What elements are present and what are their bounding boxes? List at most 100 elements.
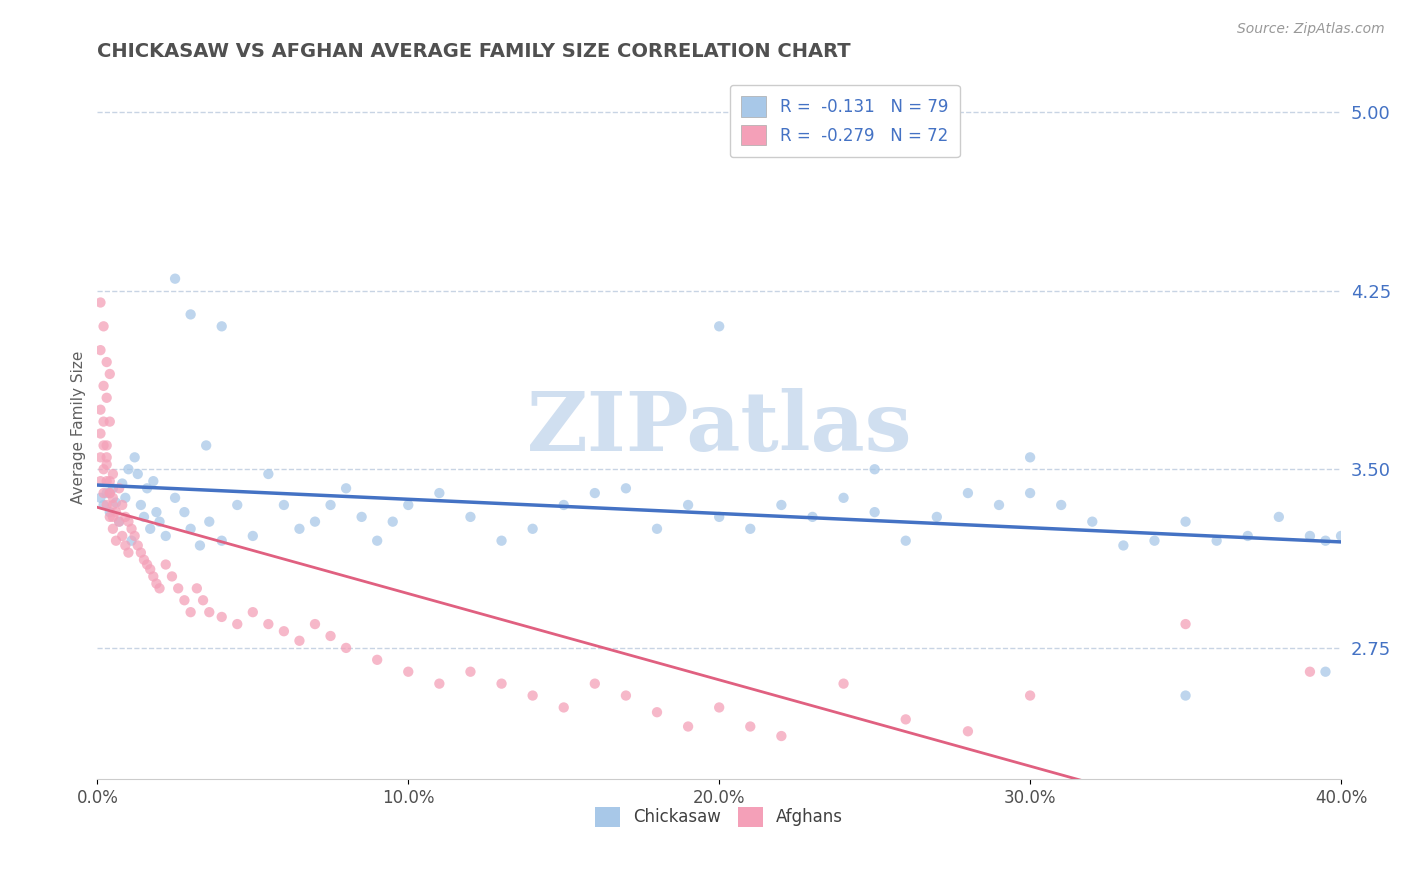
Point [101,498,124,512]
Point [98,509,121,524]
Legend: Chickasaw, Afghans: Chickasaw, Afghans [589,800,851,834]
Point [195,438,218,452]
Point [460,509,482,524]
Point [108,481,131,495]
Point [1330,529,1353,543]
Point [180,605,202,619]
Point [1236,529,1258,543]
Point [226,498,249,512]
Point [145,576,167,591]
Text: CHICKASAW VS AFGHAN AVERAGE FAMILY SIZE CORRELATION CHART: CHICKASAW VS AFGHAN AVERAGE FAMILY SIZE … [97,42,851,61]
Point [105,533,128,548]
Point [288,633,311,648]
Point [160,569,183,583]
Text: ZIPatlas: ZIPatlas [526,387,912,467]
Point [1019,486,1042,500]
Point [1268,509,1291,524]
Point [129,546,152,560]
Point [1174,617,1197,632]
Point [894,533,917,548]
Point [98,474,121,488]
Point [1050,498,1073,512]
Point [98,505,121,519]
Point [740,719,762,733]
Point [304,515,326,529]
Point [101,509,124,524]
Point [89,343,111,358]
Point [89,426,111,441]
Point [136,558,159,572]
Point [136,481,159,495]
Point [111,476,134,491]
Point [988,498,1011,512]
Point [142,474,165,488]
Point [186,582,208,596]
Point [101,491,124,505]
Point [1315,665,1337,679]
Point [124,529,146,543]
Point [553,498,575,512]
Point [832,491,855,505]
Point [709,319,731,334]
Point [105,505,128,519]
Point [114,539,136,553]
Point [191,593,214,607]
Point [155,558,177,572]
Point [396,498,419,512]
Point [366,533,388,548]
Point [956,724,979,739]
Point [93,498,115,512]
Point [801,509,824,524]
Point [198,605,221,619]
Point [139,562,162,576]
Point [173,505,195,519]
Point [1019,450,1042,465]
Point [273,498,295,512]
Point [645,522,668,536]
Point [1081,515,1104,529]
Point [108,515,131,529]
Point [132,509,155,524]
Point [121,533,143,548]
Point [211,610,233,624]
Point [676,498,699,512]
Point [114,509,136,524]
Point [96,474,118,488]
Point [111,529,134,543]
Point [89,450,111,465]
Point [740,522,762,536]
Point [366,653,388,667]
Point [491,676,513,690]
Point [863,462,886,476]
Point [894,712,917,726]
Point [614,481,637,495]
Point [93,415,115,429]
Point [188,539,211,553]
Point [167,582,190,596]
Point [117,546,139,560]
Point [1112,539,1135,553]
Point [1315,533,1337,548]
Point [863,505,886,519]
Point [117,462,139,476]
Point [242,529,264,543]
Point [832,676,855,690]
Point [89,295,111,310]
Point [335,481,357,495]
Point [93,486,115,500]
Point [288,522,311,536]
Point [96,458,118,472]
Point [273,624,295,639]
Point [242,605,264,619]
Point [381,515,404,529]
Point [1299,529,1322,543]
Point [319,629,342,643]
Point [139,522,162,536]
Point [96,486,118,500]
Point [114,491,136,505]
Point [427,486,450,500]
Point [93,438,115,452]
Point [211,319,233,334]
Point [127,539,149,553]
Point [148,515,170,529]
